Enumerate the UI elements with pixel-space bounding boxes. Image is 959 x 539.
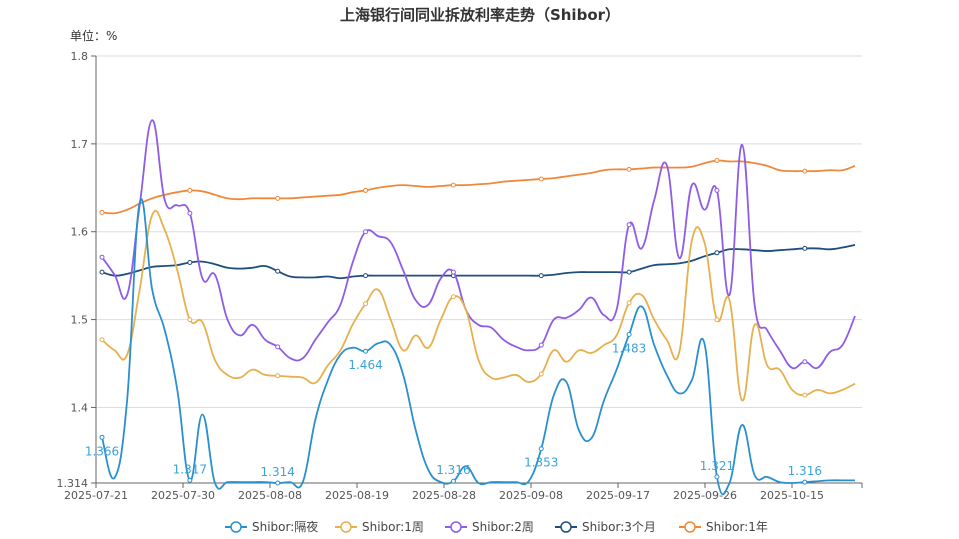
data-label: 1.483 bbox=[612, 342, 646, 356]
data-point[interactable] bbox=[538, 342, 544, 348]
y-tick-label: 1.8 bbox=[71, 50, 89, 63]
legend-label: Shibor:3个月 bbox=[582, 520, 656, 534]
series-line bbox=[101, 244, 856, 280]
data-point[interactable] bbox=[187, 210, 193, 216]
x-tick-label: 2025-08-19 bbox=[325, 489, 389, 502]
unit-label: 单位：% bbox=[70, 28, 117, 43]
legend-circle-icon bbox=[560, 521, 572, 533]
legend-label: Shibor:2周 bbox=[472, 520, 534, 534]
x-tick-label: 2025-09-08 bbox=[499, 489, 563, 502]
data-point[interactable] bbox=[99, 254, 105, 260]
data-label: 1.321 bbox=[700, 459, 734, 473]
data-point[interactable] bbox=[363, 229, 369, 235]
series-line bbox=[101, 198, 855, 496]
x-tick-label: 2025-10-15 bbox=[760, 489, 824, 502]
data-point[interactable] bbox=[275, 268, 281, 274]
x-tick-label: 2025-07-30 bbox=[151, 489, 215, 502]
data-label: 1.366 bbox=[85, 444, 119, 458]
data-point[interactable] bbox=[714, 474, 720, 480]
data-point[interactable] bbox=[538, 371, 544, 377]
data-label: 1.317 bbox=[173, 462, 207, 476]
data-point[interactable] bbox=[714, 317, 720, 323]
data-point[interactable] bbox=[187, 477, 193, 483]
data-label: 1.316 bbox=[436, 463, 470, 477]
data-point[interactable] bbox=[802, 359, 808, 365]
legend-label: Shibor:1周 bbox=[362, 520, 424, 534]
data-point[interactable] bbox=[538, 176, 544, 182]
data-point[interactable] bbox=[99, 209, 105, 215]
data-point[interactable] bbox=[363, 301, 369, 307]
series-line bbox=[101, 159, 856, 215]
data-point[interactable] bbox=[626, 166, 632, 172]
data-point[interactable] bbox=[187, 259, 193, 265]
data-point[interactable] bbox=[187, 317, 193, 323]
x-tick-label: 2025-09-26 bbox=[673, 489, 737, 502]
data-point[interactable] bbox=[275, 373, 281, 379]
series-line bbox=[101, 119, 856, 370]
chart-title: 上海银行间同业拆放利率走势（Shibor） bbox=[340, 6, 620, 24]
y-tick-label: 1.5 bbox=[71, 314, 89, 327]
y-tick-label: 1.7 bbox=[71, 138, 89, 151]
data-point[interactable] bbox=[714, 250, 720, 256]
data-label: 1.314 bbox=[261, 465, 295, 479]
data-point[interactable] bbox=[363, 187, 369, 193]
y-tick-label: 1.4 bbox=[71, 401, 89, 414]
legend-circle-icon bbox=[230, 521, 242, 533]
data-point[interactable] bbox=[714, 187, 720, 193]
data-point[interactable] bbox=[275, 344, 281, 350]
data-point[interactable] bbox=[626, 222, 632, 228]
legend-item[interactable]: Shibor:1周 bbox=[335, 520, 424, 534]
data-label: 1.353 bbox=[524, 456, 558, 470]
data-point[interactable] bbox=[538, 273, 544, 279]
legend-item[interactable]: Shibor:隔夜 bbox=[225, 519, 318, 534]
data-point[interactable] bbox=[187, 187, 193, 193]
data-point[interactable] bbox=[802, 245, 808, 251]
data-point[interactable] bbox=[99, 434, 105, 440]
data-point[interactable] bbox=[275, 480, 281, 486]
data-point[interactable] bbox=[450, 478, 456, 484]
data-point[interactable] bbox=[363, 348, 369, 354]
data-point[interactable] bbox=[626, 300, 632, 306]
legend-circle-icon bbox=[340, 521, 352, 533]
data-point[interactable] bbox=[450, 269, 456, 275]
legend-item[interactable]: Shibor:1年 bbox=[679, 520, 768, 534]
data-point[interactable] bbox=[450, 182, 456, 188]
y-tick-label: 1.314 bbox=[57, 477, 89, 490]
legend-label: Shibor:隔夜 bbox=[252, 519, 318, 534]
data-point[interactable] bbox=[538, 446, 544, 452]
x-tick-label: 2025-07-21 bbox=[64, 489, 128, 502]
data-label: 1.316 bbox=[788, 464, 822, 478]
data-point[interactable] bbox=[626, 332, 632, 338]
data-point[interactable] bbox=[626, 269, 632, 275]
legend-circle-icon bbox=[450, 521, 462, 533]
data-point[interactable] bbox=[363, 273, 369, 279]
data-point[interactable] bbox=[99, 269, 105, 275]
data-point[interactable] bbox=[99, 337, 105, 343]
data-point[interactable] bbox=[714, 158, 720, 164]
legend-item[interactable]: Shibor:3个月 bbox=[555, 520, 656, 534]
data-point[interactable] bbox=[802, 168, 808, 174]
legend-item[interactable]: Shibor:2周 bbox=[445, 520, 534, 534]
data-label: 1.464 bbox=[348, 358, 382, 372]
x-tick-label: 2025-08-08 bbox=[238, 489, 302, 502]
data-point[interactable] bbox=[450, 294, 456, 300]
data-point[interactable] bbox=[275, 195, 281, 201]
legend-label: Shibor:1年 bbox=[706, 520, 768, 534]
data-point[interactable] bbox=[802, 392, 808, 398]
series-line bbox=[101, 209, 856, 402]
x-tick-label: 2025-08-28 bbox=[412, 489, 476, 502]
data-point[interactable] bbox=[802, 479, 808, 485]
legend-circle-icon bbox=[684, 521, 696, 533]
y-tick-label: 1.6 bbox=[71, 226, 89, 239]
x-tick-label: 2025-09-17 bbox=[586, 489, 650, 502]
